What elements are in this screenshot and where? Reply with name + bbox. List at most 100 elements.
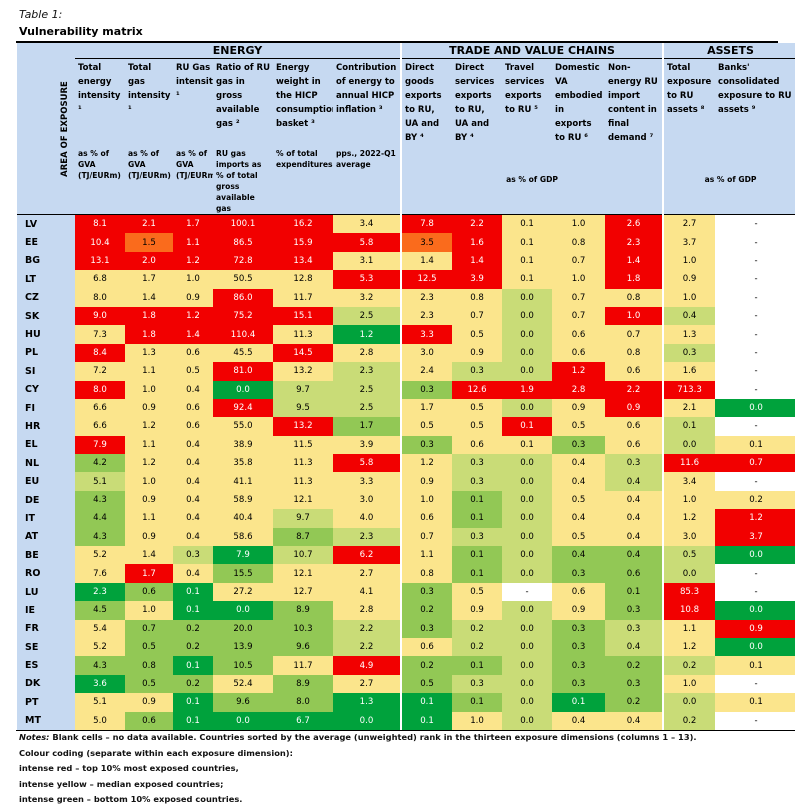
data-cell: 0.4 — [173, 509, 213, 528]
unit-row: as % of GVA (TJ/EURm) as % of GVA (TJ/EUR… — [17, 145, 795, 215]
group-header-row: AREA OF EXPOSURE ENERGY TRADE AND VALUE CH… — [17, 43, 795, 215]
data-cell: 11.3 — [273, 325, 333, 344]
country-code: ES — [17, 656, 75, 675]
data-cell: 0.0 — [502, 362, 553, 381]
data-cell: 13.4 — [273, 251, 333, 271]
data-cell: 5.4 — [75, 619, 125, 638]
unit-cell-3: as % of GVA (TJ/EURm) — [173, 145, 213, 215]
data-cell: 1.6 — [452, 233, 503, 252]
data-cell: - — [715, 270, 795, 289]
data-cell: 0.2 — [605, 656, 664, 675]
data-cell: - — [715, 306, 795, 326]
table-row: PL 8.4 1.3 0.6 45.5 14.5 2.8 3.0 0.9 0.0 0.6 0.8 0.3… — [17, 343, 795, 363]
data-cell: 0.3 — [662, 343, 716, 363]
data-cell: 0.4 — [605, 509, 664, 528]
data-cell: 0.0 — [502, 693, 553, 712]
country-code: IT — [17, 509, 75, 528]
data-cell: 10.4 — [75, 233, 125, 252]
data-cell: 10.7 — [273, 546, 333, 565]
data-cell: 100.1 — [213, 214, 273, 234]
table-row: FI 6.6 0.9 0.6 92.4 9.5 2.5 1.7 0.5 0.0 0.9 0.9 2.1 0… — [17, 398, 795, 418]
data-cell: 0.9 — [452, 343, 503, 363]
data-cell: 2.3 — [333, 362, 402, 381]
data-cell: 2.7 — [333, 674, 402, 694]
data-cell: 0.6 — [605, 417, 664, 436]
data-cell: 1.2 — [173, 251, 213, 271]
data-cell: 0.7 — [605, 325, 664, 344]
country-code: EL — [17, 435, 75, 455]
data-cell: 41.1 — [213, 472, 273, 491]
country-code: BE — [17, 546, 75, 565]
data-cell: 0.0 — [715, 637, 795, 657]
table-title: Vulnerability matrix — [19, 25, 143, 38]
data-cell: 9.0 — [75, 306, 125, 326]
column-header-4: Ratio of RU gas in gross available gas ² — [213, 58, 273, 145]
data-cell: 0.0 — [502, 674, 553, 694]
data-cell: 0.4 — [605, 527, 664, 547]
table-row: EE 10.4 1.5 1.1 86.5 15.9 5.8 3.5 1.6 0.1 0.8 2.3 3.… — [17, 233, 795, 252]
data-cell: 40.4 — [213, 509, 273, 528]
country-code: SK — [17, 306, 75, 326]
data-cell: 0.2 — [173, 674, 213, 694]
country-code: LV — [17, 214, 75, 234]
data-cell: 0.7 — [552, 288, 606, 307]
column-header-13: Banks' consolidated exposure to RU asset… — [715, 58, 795, 145]
data-cell: 81.0 — [213, 362, 273, 381]
data-cell: 0.7 — [715, 454, 795, 473]
data-cell: 1.0 — [605, 306, 664, 326]
data-cell: 0.0 — [502, 343, 553, 363]
data-cell: 0.4 — [552, 509, 606, 528]
data-cell: 2.3 — [75, 582, 125, 602]
column-header-7: Direct goods exports to RU, UA and BY ⁴ — [400, 58, 453, 145]
data-cell: 0.9 — [452, 601, 503, 620]
table-row: SK 9.0 1.8 1.2 75.2 15.1 2.5 2.3 0.7 0.0 0.7 1.0 0.4… — [17, 306, 795, 326]
data-cell: 1.1 — [173, 233, 213, 252]
data-cell: 0.4 — [173, 490, 213, 510]
data-cell: 0.1 — [173, 711, 213, 731]
data-cell: 2.2 — [333, 637, 402, 657]
data-cell: 8.9 — [273, 601, 333, 620]
data-cell: 8.1 — [75, 214, 125, 234]
data-cell: 0.6 — [125, 711, 173, 731]
data-cell: 0.0 — [502, 325, 553, 344]
data-cell: 0.0 — [662, 564, 716, 583]
data-cell: - — [715, 380, 795, 399]
data-cell: 0.4 — [552, 711, 606, 731]
data-cell: 92.4 — [213, 398, 273, 418]
data-cell: 5.3 — [333, 270, 402, 289]
country-code: SI — [17, 362, 75, 381]
data-cell: 0.2 — [173, 619, 213, 638]
data-cell: 0.9 — [125, 527, 173, 547]
data-cell: 16.2 — [273, 214, 333, 234]
data-cell: 1.7 — [173, 214, 213, 234]
data-cell: 0.8 — [605, 343, 664, 363]
data-cell: 0.3 — [452, 472, 503, 491]
data-cell: 0.0 — [333, 711, 402, 731]
data-cell: 1.0 — [452, 711, 503, 731]
country-code: HR — [17, 417, 75, 436]
data-cell: 2.7 — [662, 214, 716, 234]
data-cell: 9.7 — [273, 509, 333, 528]
data-cell: 0.5 — [125, 637, 173, 657]
country-code: PL — [17, 343, 75, 363]
data-cell: 0.3 — [400, 435, 453, 455]
data-cell: 0.0 — [213, 711, 273, 731]
data-cell: 0.1 — [715, 435, 795, 455]
data-cell: 3.5 — [400, 233, 453, 252]
data-cell: 3.7 — [662, 233, 716, 252]
data-cell: 0.3 — [605, 674, 664, 694]
data-cell: 0.6 — [173, 417, 213, 436]
data-cell: 1.1 — [125, 435, 173, 455]
unit-cell-5: % of total expenditures — [273, 145, 333, 215]
notes-line-3: intense red – top 10% most exposed count… — [19, 763, 239, 773]
data-cell: 86.0 — [213, 288, 273, 307]
data-cell: 0.9 — [400, 472, 453, 491]
country-code: SE — [17, 637, 75, 657]
data-cell: 1.4 — [400, 251, 453, 271]
column-header-1: Total energy intensity ¹ — [75, 58, 125, 145]
data-cell: 2.3 — [400, 306, 453, 326]
data-cell: 11.5 — [273, 435, 333, 455]
data-cell: 9.5 — [273, 398, 333, 418]
data-cell: 2.5 — [333, 398, 402, 418]
area-of-exposure-label: AREA OF EXPOSURE — [17, 43, 75, 215]
